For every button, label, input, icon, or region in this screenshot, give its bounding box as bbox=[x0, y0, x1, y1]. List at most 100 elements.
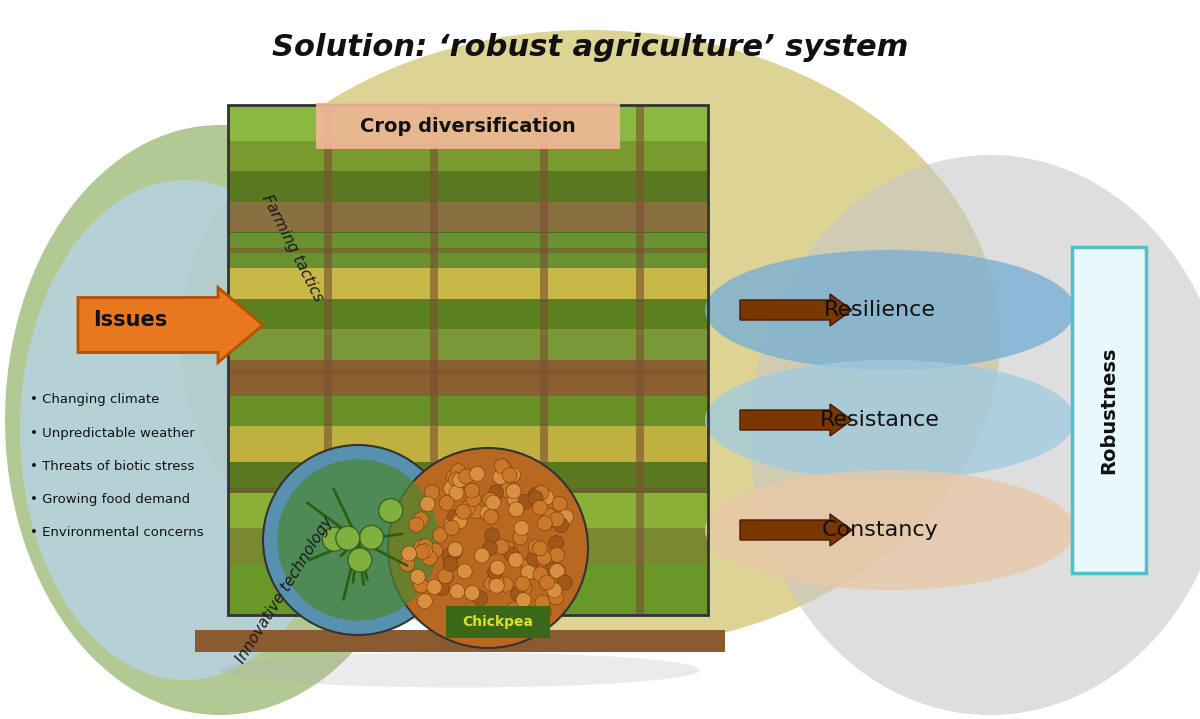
Circle shape bbox=[528, 487, 544, 503]
Bar bbox=[228, 487, 708, 493]
Circle shape bbox=[550, 547, 564, 562]
Circle shape bbox=[521, 610, 535, 626]
Circle shape bbox=[509, 552, 523, 567]
Bar bbox=[228, 105, 708, 615]
Circle shape bbox=[486, 495, 500, 510]
Circle shape bbox=[461, 500, 476, 516]
Circle shape bbox=[540, 575, 554, 590]
Ellipse shape bbox=[750, 155, 1200, 715]
Bar bbox=[228, 426, 708, 462]
Circle shape bbox=[558, 509, 574, 524]
Circle shape bbox=[539, 516, 553, 531]
Circle shape bbox=[550, 512, 564, 527]
Circle shape bbox=[494, 459, 509, 474]
Circle shape bbox=[551, 564, 566, 579]
Circle shape bbox=[474, 548, 490, 563]
Circle shape bbox=[506, 484, 521, 499]
Circle shape bbox=[409, 517, 424, 532]
Circle shape bbox=[427, 543, 443, 558]
Circle shape bbox=[528, 490, 544, 505]
Bar bbox=[228, 395, 708, 426]
Circle shape bbox=[545, 562, 559, 577]
Circle shape bbox=[552, 496, 568, 511]
Circle shape bbox=[498, 615, 512, 630]
Bar bbox=[228, 528, 708, 564]
Circle shape bbox=[414, 512, 428, 527]
Text: • Growing food demand: • Growing food demand bbox=[30, 493, 190, 505]
Circle shape bbox=[456, 504, 470, 519]
Circle shape bbox=[527, 551, 541, 567]
Circle shape bbox=[517, 581, 532, 596]
Circle shape bbox=[548, 590, 564, 605]
FancyBboxPatch shape bbox=[316, 103, 620, 149]
Circle shape bbox=[414, 578, 428, 593]
Circle shape bbox=[484, 509, 498, 524]
Circle shape bbox=[499, 482, 515, 498]
Circle shape bbox=[516, 592, 532, 608]
Circle shape bbox=[490, 560, 505, 575]
Text: Solution: ‘robust agriculture’ system: Solution: ‘robust agriculture’ system bbox=[272, 34, 908, 63]
Circle shape bbox=[410, 569, 425, 585]
Circle shape bbox=[400, 557, 415, 572]
Circle shape bbox=[498, 577, 514, 592]
Circle shape bbox=[466, 492, 481, 507]
Circle shape bbox=[538, 516, 552, 531]
Circle shape bbox=[488, 485, 504, 500]
Circle shape bbox=[449, 485, 464, 500]
Circle shape bbox=[433, 528, 448, 543]
Circle shape bbox=[439, 495, 454, 510]
Circle shape bbox=[418, 544, 432, 559]
Circle shape bbox=[336, 526, 360, 550]
Circle shape bbox=[422, 551, 437, 566]
Text: Constancy: Constancy bbox=[822, 520, 938, 540]
Circle shape bbox=[468, 623, 482, 638]
Circle shape bbox=[443, 557, 458, 572]
Text: Innovative technology: Innovative technology bbox=[234, 514, 336, 666]
Circle shape bbox=[448, 544, 462, 559]
Circle shape bbox=[449, 472, 463, 487]
Circle shape bbox=[448, 542, 463, 557]
Circle shape bbox=[494, 539, 509, 554]
FancyArrow shape bbox=[740, 514, 852, 546]
Circle shape bbox=[388, 448, 588, 648]
Circle shape bbox=[518, 494, 533, 509]
Circle shape bbox=[446, 545, 461, 560]
Circle shape bbox=[482, 493, 498, 508]
Circle shape bbox=[484, 576, 499, 591]
Circle shape bbox=[493, 470, 508, 485]
Bar bbox=[430, 105, 438, 615]
Circle shape bbox=[509, 502, 523, 517]
Text: Resistance: Resistance bbox=[820, 410, 940, 430]
Bar bbox=[228, 462, 708, 493]
Circle shape bbox=[502, 467, 517, 482]
Text: • Threats of biotic stress: • Threats of biotic stress bbox=[30, 459, 194, 472]
Bar bbox=[228, 105, 708, 615]
Circle shape bbox=[360, 526, 384, 549]
Circle shape bbox=[415, 544, 430, 559]
Bar bbox=[228, 232, 708, 268]
FancyArrow shape bbox=[740, 294, 852, 326]
Bar bbox=[228, 105, 708, 141]
Circle shape bbox=[420, 497, 436, 511]
Circle shape bbox=[277, 459, 439, 620]
Circle shape bbox=[458, 620, 474, 635]
Circle shape bbox=[500, 477, 515, 492]
Circle shape bbox=[482, 541, 498, 556]
Circle shape bbox=[469, 467, 485, 481]
Circle shape bbox=[448, 510, 462, 525]
Circle shape bbox=[542, 508, 557, 523]
Circle shape bbox=[451, 464, 466, 479]
Bar bbox=[228, 268, 708, 299]
Text: • Unpredictable weather: • Unpredictable weather bbox=[30, 426, 194, 439]
Circle shape bbox=[499, 541, 515, 556]
Circle shape bbox=[480, 505, 496, 521]
Bar bbox=[228, 299, 708, 329]
Circle shape bbox=[418, 594, 432, 609]
FancyArrow shape bbox=[78, 288, 263, 362]
Circle shape bbox=[487, 564, 503, 580]
Circle shape bbox=[458, 469, 474, 484]
Circle shape bbox=[379, 499, 403, 523]
Circle shape bbox=[438, 569, 454, 584]
Bar bbox=[228, 493, 708, 528]
Circle shape bbox=[521, 564, 536, 580]
